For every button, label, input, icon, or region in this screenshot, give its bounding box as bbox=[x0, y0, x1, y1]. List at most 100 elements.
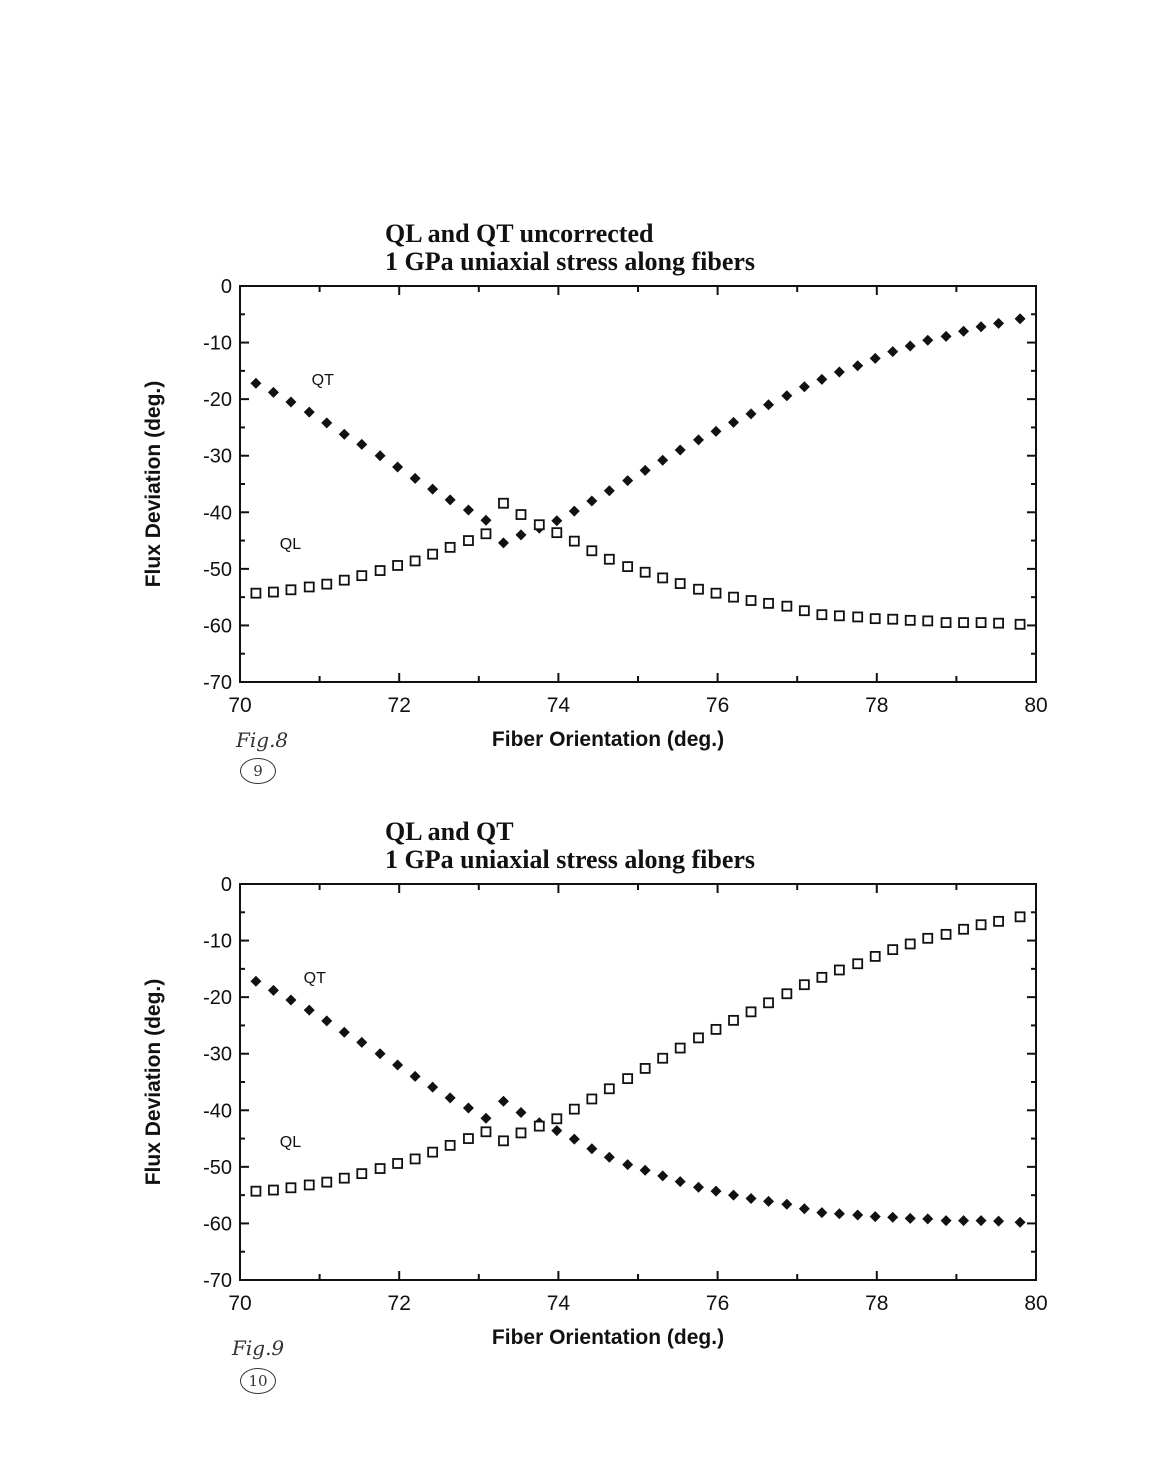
scatter-plot: 70 72 74 76 78 80 0 -10 -20 -30 -40 -50 -60 -70 Fiber … bbox=[142, 874, 1048, 1349]
ql-point bbox=[568, 535, 580, 547]
ql-point bbox=[745, 1006, 757, 1018]
ql-point bbox=[374, 565, 386, 576]
ql-point bbox=[285, 1182, 297, 1194]
qt-point bbox=[586, 1143, 598, 1155]
chart-title: QL and QT uncorrected 1 GPa uniaxial str… bbox=[385, 220, 755, 276]
ql-point bbox=[268, 586, 279, 598]
qt-point bbox=[603, 485, 615, 497]
y-tick-label: 0 bbox=[221, 276, 232, 298]
ql-point bbox=[338, 1172, 350, 1184]
annotation-ql: QL bbox=[280, 536, 301, 553]
qt-point bbox=[586, 495, 598, 507]
ql-point bbox=[338, 574, 350, 586]
chart-figure-8: QL and QT uncorrected 1 GPa uniaxial str… bbox=[0, 220, 1152, 784]
qt-point bbox=[887, 1211, 899, 1223]
y-tick-label: -10 bbox=[203, 931, 232, 953]
ql-point bbox=[887, 944, 899, 956]
ql-point bbox=[268, 1184, 279, 1196]
y-tick-label: -50 bbox=[203, 559, 232, 581]
qt-point bbox=[267, 386, 279, 398]
ql-point bbox=[515, 509, 527, 520]
y-tick-label: -70 bbox=[203, 672, 232, 694]
ql-point bbox=[833, 610, 845, 622]
qt-point bbox=[887, 346, 899, 358]
ql-point bbox=[463, 1133, 474, 1144]
qt-point bbox=[285, 396, 297, 408]
ql-point bbox=[657, 1052, 669, 1064]
qt-point bbox=[728, 416, 740, 428]
ql-point bbox=[480, 1126, 492, 1138]
series-ql bbox=[250, 497, 1026, 630]
qt-point bbox=[356, 438, 368, 450]
qt-point bbox=[692, 1181, 704, 1193]
qt-point bbox=[692, 434, 704, 446]
y-tick-label: -10 bbox=[203, 333, 232, 355]
x-tick-label: 74 bbox=[547, 694, 571, 717]
handwritten-page-number: 9 bbox=[240, 758, 276, 784]
qt-point bbox=[922, 334, 934, 346]
qt-point bbox=[303, 406, 315, 418]
qt-point bbox=[409, 1070, 421, 1082]
qt-point bbox=[657, 454, 669, 466]
qt-point bbox=[338, 1026, 350, 1038]
qt-point bbox=[816, 373, 828, 385]
qt-point bbox=[940, 1215, 952, 1227]
ql-point bbox=[356, 1168, 368, 1180]
qt-point bbox=[657, 1170, 669, 1182]
qt-point bbox=[975, 321, 987, 333]
qt-point bbox=[374, 1048, 386, 1060]
qt-point bbox=[622, 475, 634, 487]
ql-point bbox=[975, 617, 987, 629]
ql-point bbox=[427, 1146, 439, 1158]
ql-point bbox=[922, 932, 934, 944]
ql-point bbox=[958, 617, 969, 629]
qt-point bbox=[852, 360, 864, 372]
ql-point bbox=[993, 915, 1004, 927]
ql-point bbox=[763, 997, 774, 1009]
qt-point bbox=[444, 494, 456, 506]
chart-title: QL and QT 1 GPa uniaxial stress along fi… bbox=[385, 818, 755, 874]
qt-point bbox=[816, 1207, 828, 1219]
qt-point bbox=[958, 325, 970, 337]
qt-point bbox=[427, 1081, 439, 1093]
qt-point bbox=[568, 505, 580, 517]
ql-point bbox=[816, 609, 828, 621]
ql-point bbox=[763, 597, 774, 609]
qt-point bbox=[392, 461, 404, 473]
qt-point bbox=[833, 1208, 845, 1220]
ql-point bbox=[303, 1179, 315, 1191]
qt-point bbox=[940, 330, 952, 342]
y-tick-label: -30 bbox=[203, 446, 232, 468]
ql-point bbox=[710, 587, 722, 599]
qt-point bbox=[674, 1176, 686, 1188]
qt-point bbox=[480, 514, 492, 526]
qt-point bbox=[745, 408, 757, 420]
y-tick-label: 0 bbox=[221, 874, 232, 896]
ql-point bbox=[444, 541, 456, 553]
ql-point bbox=[728, 591, 739, 603]
ql-point bbox=[444, 1139, 456, 1151]
series-ql bbox=[250, 911, 1026, 1197]
qt-point bbox=[1014, 313, 1026, 325]
x-tick-label: 78 bbox=[865, 694, 888, 717]
qt-point bbox=[515, 1107, 527, 1119]
qt-point bbox=[869, 1211, 881, 1223]
y-tick-label: -40 bbox=[203, 1100, 232, 1122]
qt-point bbox=[833, 366, 845, 378]
qt-point bbox=[515, 529, 527, 541]
ql-point bbox=[781, 988, 793, 1000]
qt-point bbox=[781, 1198, 793, 1210]
qt-point bbox=[551, 1125, 563, 1137]
qt-point bbox=[497, 1095, 509, 1107]
qt-point bbox=[904, 1212, 916, 1224]
series-qt bbox=[250, 313, 1026, 549]
ql-point bbox=[551, 527, 563, 539]
ql-point bbox=[622, 561, 634, 572]
x-tick-label: 72 bbox=[388, 1292, 411, 1315]
ql-point bbox=[904, 938, 916, 950]
qt-point bbox=[444, 1092, 456, 1104]
ql-point bbox=[639, 566, 651, 578]
ql-point bbox=[586, 1093, 598, 1105]
qt-point bbox=[568, 1133, 580, 1145]
ql-point bbox=[409, 1153, 421, 1165]
